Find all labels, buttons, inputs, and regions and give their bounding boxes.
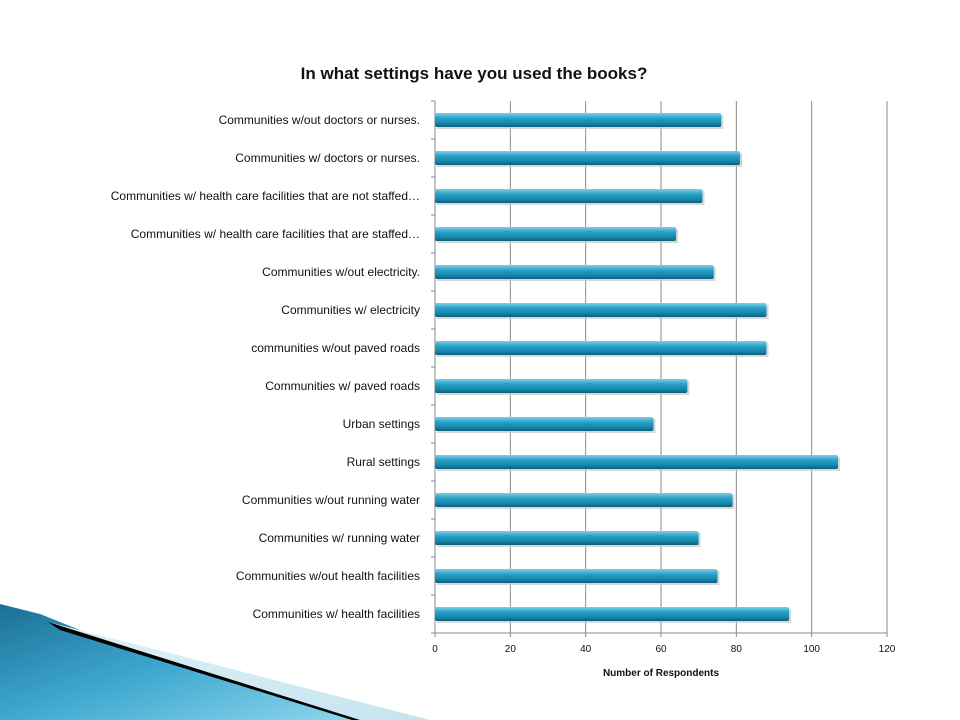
bar	[435, 113, 722, 127]
corner-light-swoosh	[48, 622, 430, 720]
bar	[435, 607, 790, 621]
bar	[435, 417, 654, 431]
x-tick-label: 20	[505, 644, 517, 655]
bar	[435, 151, 741, 165]
tick-labels: 0 20 40 60 80 100 120	[432, 644, 896, 655]
bar	[435, 493, 733, 507]
corner-black-swoosh	[48, 622, 360, 720]
x-axis-title: Number of Respondents	[603, 668, 720, 679]
category-label: Communities w/ running water	[259, 531, 420, 545]
category-label: Communities w/ doctors or nurses.	[235, 151, 420, 165]
bar	[435, 569, 718, 583]
bar	[435, 531, 699, 545]
category-label: Communities w/ health facilities	[253, 607, 420, 621]
gridlines	[431, 100, 888, 637]
bar	[435, 303, 767, 317]
x-tick-label: 60	[655, 644, 667, 655]
category-label: Urban settings	[343, 417, 420, 431]
bars	[435, 113, 841, 623]
category-label: Communities w/out doctors or nurses.	[219, 113, 420, 127]
category-labels: Communities w/out doctors or nurses. Comm…	[111, 113, 420, 621]
chart-title: In what settings have you used the books…	[301, 64, 648, 83]
bar	[435, 455, 839, 469]
x-tick-label: 40	[580, 644, 592, 655]
category-label: Communities w/ health care facilities th…	[111, 189, 420, 203]
category-label: Communities w/out health facilities	[236, 569, 420, 583]
bar	[435, 189, 703, 203]
category-label: communities w/out paved roads	[251, 341, 420, 355]
category-label: Communities w/ electricity	[281, 303, 420, 317]
x-tick-label: 80	[731, 644, 743, 655]
category-label: Communities w/ paved roads	[265, 379, 420, 393]
category-label: Communities w/out electricity.	[262, 265, 420, 279]
bar	[435, 227, 677, 241]
x-tick-label: 120	[879, 644, 896, 655]
category-label: Communities w/out running water	[242, 493, 420, 507]
corner-blue-shape	[0, 604, 360, 720]
category-label: Communities w/ health care facilities th…	[131, 227, 420, 241]
bar	[435, 341, 767, 355]
bar	[435, 265, 714, 279]
x-tick-label: 0	[432, 644, 438, 655]
x-tick-label: 100	[803, 644, 820, 655]
corner-decoration	[0, 604, 430, 720]
bar	[435, 379, 688, 393]
category-label: Rural settings	[347, 455, 420, 469]
